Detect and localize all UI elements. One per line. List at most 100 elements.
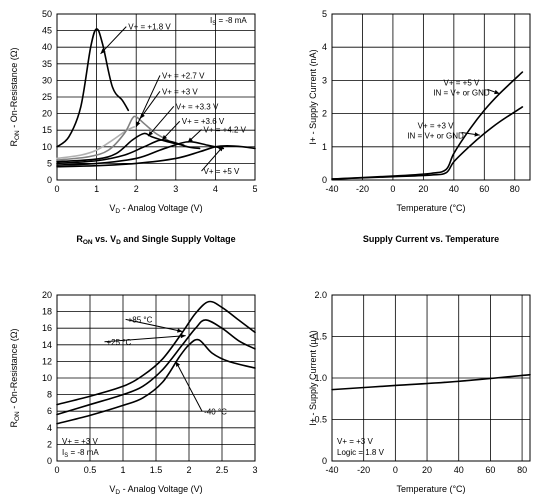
x-tick-label: 60 — [479, 184, 489, 194]
annotation-leader — [104, 335, 186, 343]
series-line-7 — [56, 145, 256, 168]
x-tick-label: 40 — [449, 184, 459, 194]
y-tick-label: 30 — [42, 75, 52, 85]
chart3-is-label: IS = -8 mA — [62, 448, 99, 459]
x-tick-label: 20 — [422, 465, 432, 475]
series-line-1 — [331, 373, 531, 391]
y-tick-label: 4 — [47, 423, 52, 433]
annotation-label: V+ = +3.3 V — [176, 102, 219, 111]
chart3-x-axis-label: VD - Analog Voltage (V) — [109, 484, 202, 496]
y-tick-label: 5 — [322, 9, 327, 19]
chart3-y-axis-label: RON - On-Resistance (Ω) — [9, 329, 21, 428]
y-tick-label: 1 — [322, 142, 327, 152]
y-tick-label: 2.0 — [314, 290, 327, 300]
annotation-label: V+ = +3.6 V — [182, 117, 225, 126]
annotation-label: IN = V+ or GND — [433, 88, 490, 97]
chart1-series — [56, 28, 256, 168]
y-tick-label: 25 — [42, 92, 52, 102]
annotation-arrowhead — [148, 130, 154, 137]
annotation-label: IN = V+ or GND — [407, 132, 464, 141]
chart1-y-axis-label: RON - On-Resistance (Ω) — [9, 48, 21, 147]
x-tick-label: 2.5 — [216, 465, 229, 475]
x-tick-label: -20 — [357, 465, 370, 475]
chart1-annotations: V+ = +1.8 V V+ = +2.7 V V+ = +3 V V+ = +3.3… — [100, 23, 247, 176]
annotation-label: V+ = +3 V — [162, 87, 198, 96]
chart3-tick-labels: 0 0.5 1 1.5 2 2.5 3 0 2 4 6 8 10 12 14 16 18 20 — [42, 290, 258, 475]
annotation-leader — [147, 105, 175, 137]
chart2-series — [331, 71, 524, 180]
x-tick-label: 1.5 — [150, 465, 163, 475]
annotation-arrowhead — [100, 48, 106, 54]
chart2-y-axis-label: I+ - Supply Current (nA) — [308, 49, 318, 144]
chart2-tick-labels: -40 -20 0 20 40 60 80 0 1 2 3 4 5 — [322, 9, 520, 194]
y-tick-label: 0 — [322, 175, 327, 185]
annotation-arrowhead — [140, 113, 145, 119]
chart3-grid — [56, 294, 256, 462]
chart4-series — [331, 373, 531, 391]
chart3-series — [56, 300, 256, 425]
chart1-x-axis-label: VD - Analog Voltage (V) — [109, 203, 202, 215]
y-tick-label: 2 — [47, 439, 52, 449]
annotation-label: V+ = +1.8 V — [128, 23, 171, 32]
annotation-label: -40 °C — [204, 408, 227, 417]
y-tick-label: 20 — [42, 109, 52, 119]
chart3-annotations: +85 °C +25 °C -40 °C — [104, 315, 227, 417]
annotation-leader — [135, 75, 161, 128]
y-tick-label: 0 — [322, 456, 327, 466]
y-tick-label: 0 — [47, 456, 52, 466]
y-tick-label: 1.0 — [314, 373, 327, 383]
y-tick-label: 14 — [42, 340, 52, 350]
chart4-condition-line1: V+ = +3 V — [337, 437, 373, 446]
chart2-x-axis-label: Temperature (°C) — [396, 203, 465, 213]
x-tick-label: 4 — [213, 184, 218, 194]
annotation-leader — [100, 26, 127, 55]
y-tick-label: 4 — [322, 42, 327, 52]
series-line-4 — [56, 132, 185, 163]
annotation-label: V+ = +5 V — [204, 167, 240, 176]
series-line-5 — [56, 139, 201, 165]
x-tick-label: 0 — [54, 184, 59, 194]
annotation-arrowhead — [136, 121, 141, 127]
x-tick-label: 80 — [510, 184, 520, 194]
y-tick-label: 50 — [42, 9, 52, 19]
annotation-arrowhead — [161, 135, 167, 141]
x-tick-label: 0.5 — [84, 465, 97, 475]
y-tick-label: 12 — [42, 356, 52, 366]
x-tick-label: 0 — [390, 184, 395, 194]
annotation-leader — [125, 318, 183, 333]
y-tick-label: 3 — [322, 75, 327, 85]
annotation-arrowhead — [474, 132, 480, 137]
annotation-label: V+ = +2.7 V — [162, 71, 205, 80]
chart1-title: RON vs. VD and Single Supply Voltage — [76, 234, 235, 246]
y-tick-label: 18 — [42, 307, 52, 317]
y-tick-label: 1.5 — [314, 332, 327, 342]
chart-supply-current-ua-vs-temp: -40 -20 0 20 40 60 80 0 0.5 1.0 1.5 2.0 Temperature… — [308, 290, 531, 494]
chart1-is-label: IS = -8 mA — [210, 16, 247, 27]
x-tick-label: 1 — [94, 184, 99, 194]
y-tick-label: 8 — [47, 390, 52, 400]
chart4-condition-line2: Logic = 1.8 V — [337, 448, 385, 457]
x-tick-label: 3 — [252, 465, 257, 475]
series-line-6 — [56, 140, 225, 166]
y-tick-label: 0 — [47, 175, 52, 185]
x-tick-label: 0 — [54, 465, 59, 475]
x-tick-label: -40 — [325, 184, 338, 194]
annotation-leader — [139, 91, 161, 119]
y-tick-label: 2 — [322, 109, 327, 119]
chart4-x-axis-label: Temperature (°C) — [396, 484, 465, 494]
x-tick-label: 0 — [393, 465, 398, 475]
annotation-arrowhead — [218, 146, 224, 152]
x-tick-label: 40 — [454, 465, 464, 475]
annotation-label: +25 °C — [107, 338, 132, 347]
y-tick-label: 5 — [47, 158, 52, 168]
y-tick-label: 40 — [42, 42, 52, 52]
y-tick-label: 15 — [42, 125, 52, 135]
x-tick-label: 20 — [418, 184, 428, 194]
y-tick-label: 10 — [42, 373, 52, 383]
annotation-label: V+ = +5 V — [444, 78, 480, 87]
chart2-title: Supply Current vs. Temperature — [363, 234, 499, 244]
